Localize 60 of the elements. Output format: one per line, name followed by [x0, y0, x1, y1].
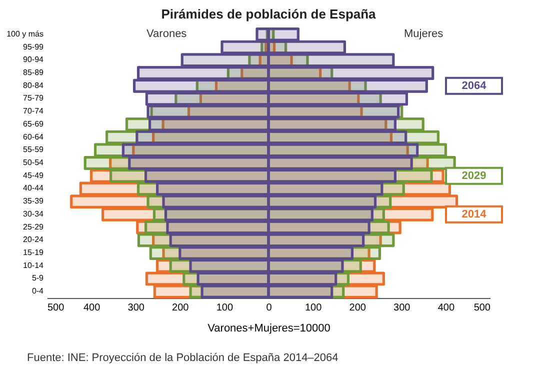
y-tick-label: 35-39: [23, 196, 44, 206]
bar: [220, 40, 270, 54]
bar: [267, 78, 428, 93]
bar: [267, 220, 370, 234]
y-tick-label: 55-59: [23, 145, 44, 154]
bar: [267, 182, 384, 196]
y-tick-label: 60-64: [23, 132, 44, 142]
y-tick-label: 20-24: [23, 235, 44, 244]
bar: [136, 66, 270, 80]
bar: [267, 40, 346, 54]
x-tick-label: 500: [48, 302, 65, 314]
bar: [267, 53, 395, 68]
y-tick-label: 80-84: [23, 80, 44, 90]
y-tick-label: 65-69: [23, 119, 44, 128]
y-tick-label: 30-34: [23, 209, 44, 218]
bar: [267, 92, 408, 106]
chart-title: Pirámides de población de España: [161, 6, 377, 22]
bar: [267, 272, 338, 286]
y-tick-label: 40-44: [23, 184, 44, 193]
series-label: 2014: [462, 208, 488, 220]
y-tick-label: 50-54: [23, 158, 44, 167]
x-tick-label: 500: [474, 302, 491, 314]
bar: [180, 53, 270, 68]
x-tick-label: 400: [83, 302, 101, 314]
y-tick-label: 45-49: [23, 170, 44, 180]
y-tick-label: 15-19: [23, 248, 44, 257]
bar: [145, 92, 270, 106]
x-axis-title: Varones+Mujeres=10000: [208, 322, 330, 334]
x-tick-label: 200: [172, 302, 190, 314]
x-tick-label: 200: [349, 302, 366, 314]
x-tick-label: 400: [438, 302, 455, 314]
x-tick-label: 300: [394, 302, 411, 314]
bar: [144, 168, 270, 183]
bar: [189, 258, 270, 273]
y-tick-label: 85-89: [23, 68, 44, 77]
y-tick-label: 75-79: [23, 94, 44, 103]
y-tick-label: 70-74: [23, 106, 44, 116]
y-tick-label: 10-14: [23, 260, 44, 270]
x-tick-label: 300: [128, 302, 145, 314]
y-tick-label: 95-99: [23, 42, 44, 52]
bar: [267, 258, 344, 273]
bar: [267, 246, 354, 260]
bar: [132, 78, 270, 93]
x-tick-label: 100: [304, 302, 322, 314]
series-label: 2029: [462, 170, 486, 182]
x-tick-label: 0: [266, 302, 272, 314]
bar: [267, 66, 434, 80]
bar: [178, 246, 270, 260]
y-tick-label: 90-94: [23, 55, 44, 64]
y-tick-label: 100 y más: [6, 29, 44, 38]
annotation: Mujeres: [404, 28, 444, 40]
source-note: Fuente: INE: Proyección de la Población de España 2014–2064: [27, 352, 338, 364]
y-tick-label: 25-29: [23, 222, 44, 232]
x-tick-label: 100: [216, 302, 234, 314]
annotation: Varones: [146, 28, 188, 40]
bar: [267, 168, 396, 183]
text: 2064: [462, 80, 488, 92]
y-tick-label: 0-4: [32, 286, 44, 296]
y-tick-label: 5-9: [32, 274, 44, 283]
bar: [267, 27, 300, 42]
